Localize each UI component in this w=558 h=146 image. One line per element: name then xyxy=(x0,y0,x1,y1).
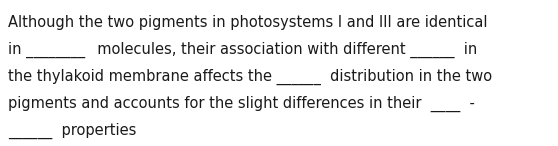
Text: pigments and accounts for the slight differences in their  ____  -: pigments and accounts for the slight dif… xyxy=(8,96,475,112)
Text: Although the two pigments in photosystems I and III are identical: Although the two pigments in photosystem… xyxy=(8,15,488,30)
Text: ______  properties: ______ properties xyxy=(8,123,137,139)
Text: the thylakoid membrane affects the ______  distribution in the two: the thylakoid membrane affects the _____… xyxy=(8,69,493,85)
Text: in ________   molecules, their association with different ______  in: in ________ molecules, their association… xyxy=(8,42,478,58)
